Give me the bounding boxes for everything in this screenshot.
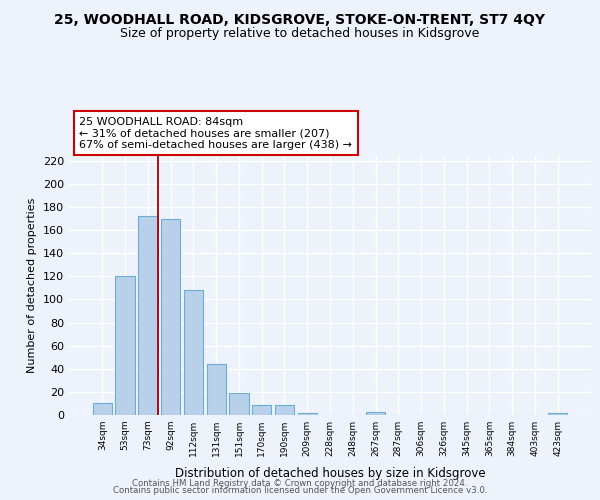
Bar	[275, 404, 294, 415]
Bar	[548, 412, 567, 415]
Bar	[184, 290, 203, 415]
Text: Size of property relative to detached houses in Kidsgrove: Size of property relative to detached ho…	[121, 28, 479, 40]
Text: Contains HM Land Registry data © Crown copyright and database right 2024.: Contains HM Land Registry data © Crown c…	[132, 478, 468, 488]
Text: 25 WOODHALL ROAD: 84sqm
← 31% of detached houses are smaller (207)
67% of semi-d: 25 WOODHALL ROAD: 84sqm ← 31% of detache…	[79, 116, 352, 150]
Bar	[138, 216, 158, 415]
Bar	[93, 404, 112, 415]
Text: Contains public sector information licensed under the Open Government Licence v3: Contains public sector information licen…	[113, 486, 487, 495]
Text: 25, WOODHALL ROAD, KIDSGROVE, STOKE-ON-TRENT, ST7 4QY: 25, WOODHALL ROAD, KIDSGROVE, STOKE-ON-T…	[55, 12, 545, 26]
Bar	[366, 412, 385, 415]
Y-axis label: Number of detached properties: Number of detached properties	[28, 198, 37, 372]
Bar	[115, 276, 135, 415]
Bar	[206, 364, 226, 415]
X-axis label: Distribution of detached houses by size in Kidsgrove: Distribution of detached houses by size …	[175, 468, 485, 480]
Bar	[161, 218, 181, 415]
Bar	[229, 393, 248, 415]
Bar	[298, 412, 317, 415]
Bar	[252, 404, 271, 415]
